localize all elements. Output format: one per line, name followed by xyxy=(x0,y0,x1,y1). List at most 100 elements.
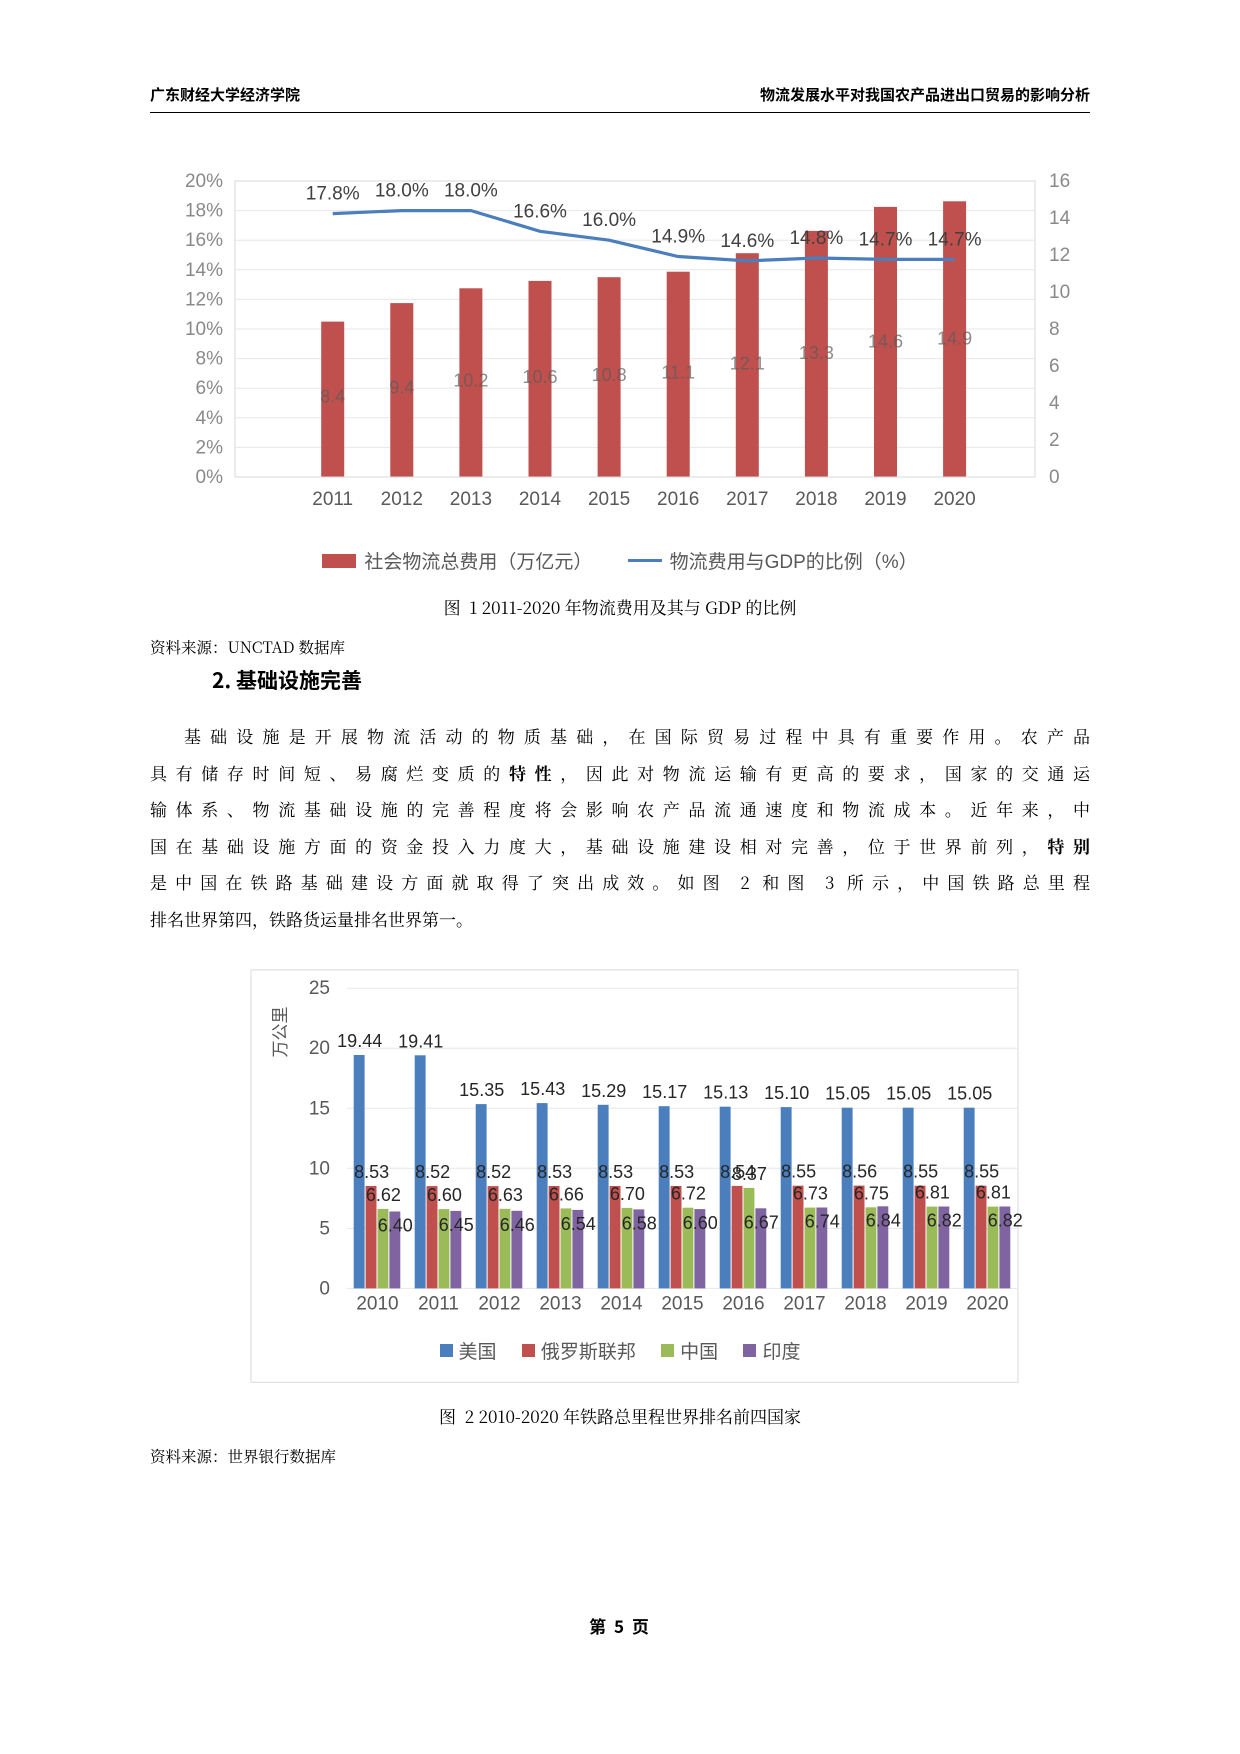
svg-text:15.17: 15.17 xyxy=(642,1082,687,1102)
svg-text:15.35: 15.35 xyxy=(459,1080,504,1100)
svg-text:8.52: 8.52 xyxy=(415,1162,450,1182)
svg-text:6.75: 6.75 xyxy=(854,1183,889,1203)
svg-text:0%: 0% xyxy=(196,467,224,488)
svg-text:8.53: 8.53 xyxy=(598,1162,633,1182)
svg-text:8.53: 8.53 xyxy=(537,1162,572,1182)
svg-text:10.8: 10.8 xyxy=(592,365,627,385)
svg-text:15.05: 15.05 xyxy=(825,1084,870,1104)
svg-text:5: 5 xyxy=(319,1218,330,1239)
svg-text:12: 12 xyxy=(1049,245,1070,266)
svg-text:2015: 2015 xyxy=(588,489,630,510)
svg-text:8.55: 8.55 xyxy=(781,1162,816,1182)
svg-text:6.45: 6.45 xyxy=(439,1215,474,1235)
svg-text:2014: 2014 xyxy=(600,1294,643,1315)
svg-text:25: 25 xyxy=(309,978,330,999)
svg-text:2011: 2011 xyxy=(312,489,353,510)
svg-text:6.40: 6.40 xyxy=(378,1216,413,1236)
svg-text:8.37: 8.37 xyxy=(732,1164,767,1184)
svg-text:12%: 12% xyxy=(185,289,223,310)
svg-text:6.62: 6.62 xyxy=(366,1185,401,1205)
svg-text:2015: 2015 xyxy=(661,1294,703,1315)
svg-text:0: 0 xyxy=(1049,467,1060,488)
svg-text:16.0%: 16.0% xyxy=(582,210,636,231)
svg-text:11.1: 11.1 xyxy=(661,362,695,382)
svg-text:2011: 2011 xyxy=(418,1294,459,1315)
svg-text:0: 0 xyxy=(319,1278,330,1299)
svg-text:8.55: 8.55 xyxy=(903,1162,938,1182)
svg-text:14.9: 14.9 xyxy=(937,329,972,349)
svg-text:16.6%: 16.6% xyxy=(513,201,567,222)
svg-text:16: 16 xyxy=(1049,171,1070,192)
svg-text:19.44: 19.44 xyxy=(337,1031,382,1051)
svg-text:8%: 8% xyxy=(196,349,224,370)
svg-text:15.05: 15.05 xyxy=(886,1084,931,1104)
svg-text:9.4: 9.4 xyxy=(389,378,414,398)
svg-text:6.82: 6.82 xyxy=(927,1211,962,1231)
svg-text:14%: 14% xyxy=(185,260,223,281)
svg-text:15.43: 15.43 xyxy=(520,1079,565,1099)
svg-text:8.53: 8.53 xyxy=(659,1162,694,1182)
svg-text:2014: 2014 xyxy=(519,489,562,510)
svg-text:8.53: 8.53 xyxy=(354,1162,389,1182)
svg-text:2017: 2017 xyxy=(726,489,768,510)
svg-text:15.29: 15.29 xyxy=(581,1081,626,1101)
svg-text:19.41: 19.41 xyxy=(398,1031,443,1051)
svg-text:6.81: 6.81 xyxy=(915,1183,950,1203)
svg-text:13.3: 13.3 xyxy=(799,343,834,363)
svg-text:10.6: 10.6 xyxy=(522,367,557,387)
svg-text:2016: 2016 xyxy=(657,489,699,510)
svg-text:8.56: 8.56 xyxy=(842,1162,877,1182)
svg-text:6.60: 6.60 xyxy=(427,1185,462,1205)
svg-text:20: 20 xyxy=(309,1038,330,1059)
svg-text:8.55: 8.55 xyxy=(964,1162,999,1182)
svg-text:10%: 10% xyxy=(185,319,223,340)
svg-text:6.84: 6.84 xyxy=(866,1210,901,1230)
svg-text:10.2: 10.2 xyxy=(453,370,488,390)
svg-text:2020: 2020 xyxy=(966,1294,1008,1315)
svg-text:2013: 2013 xyxy=(450,489,492,510)
svg-text:6.63: 6.63 xyxy=(488,1185,523,1205)
svg-text:8.52: 8.52 xyxy=(476,1162,511,1182)
svg-text:2%: 2% xyxy=(196,437,224,458)
svg-text:2018: 2018 xyxy=(795,489,837,510)
svg-text:15.13: 15.13 xyxy=(703,1083,748,1103)
svg-text:2016: 2016 xyxy=(722,1294,764,1315)
svg-text:15.05: 15.05 xyxy=(947,1084,992,1104)
svg-text:8: 8 xyxy=(1049,319,1060,340)
svg-text:6.46: 6.46 xyxy=(500,1215,535,1235)
svg-text:15: 15 xyxy=(309,1098,330,1119)
svg-text:2013: 2013 xyxy=(539,1294,581,1315)
svg-text:2012: 2012 xyxy=(381,489,423,510)
svg-text:14.7%: 14.7% xyxy=(928,229,982,250)
svg-text:20%: 20% xyxy=(185,171,223,192)
svg-text:10: 10 xyxy=(1049,282,1070,303)
svg-text:2020: 2020 xyxy=(933,489,975,510)
svg-text:6.72: 6.72 xyxy=(671,1184,706,1204)
svg-text:18.0%: 18.0% xyxy=(375,181,429,202)
svg-text:18%: 18% xyxy=(185,201,223,222)
svg-text:6.58: 6.58 xyxy=(622,1213,657,1233)
svg-text:14: 14 xyxy=(1049,208,1071,229)
svg-text:15.10: 15.10 xyxy=(764,1083,809,1103)
svg-text:6.67: 6.67 xyxy=(744,1212,779,1232)
svg-text:6.73: 6.73 xyxy=(793,1184,828,1204)
svg-text:2019: 2019 xyxy=(864,489,906,510)
svg-text:2010: 2010 xyxy=(356,1294,398,1315)
svg-text:14.6: 14.6 xyxy=(868,331,903,351)
svg-text:6.70: 6.70 xyxy=(610,1184,645,1204)
svg-text:12.1: 12.1 xyxy=(730,354,765,374)
svg-text:4: 4 xyxy=(1049,393,1060,414)
svg-text:6.82: 6.82 xyxy=(988,1211,1023,1231)
svg-text:18.0%: 18.0% xyxy=(444,181,498,202)
svg-text:6.74: 6.74 xyxy=(805,1212,840,1232)
svg-text:16%: 16% xyxy=(185,230,223,251)
svg-text:6.66: 6.66 xyxy=(549,1184,584,1204)
svg-text:2: 2 xyxy=(1049,430,1060,451)
svg-text:14.8%: 14.8% xyxy=(789,228,843,249)
svg-text:14.9%: 14.9% xyxy=(651,227,705,248)
svg-text:6: 6 xyxy=(1049,356,1060,377)
svg-text:2017: 2017 xyxy=(783,1294,825,1315)
svg-text:4%: 4% xyxy=(196,408,224,429)
svg-text:14.6%: 14.6% xyxy=(720,231,774,252)
svg-text:6.54: 6.54 xyxy=(561,1214,596,1234)
